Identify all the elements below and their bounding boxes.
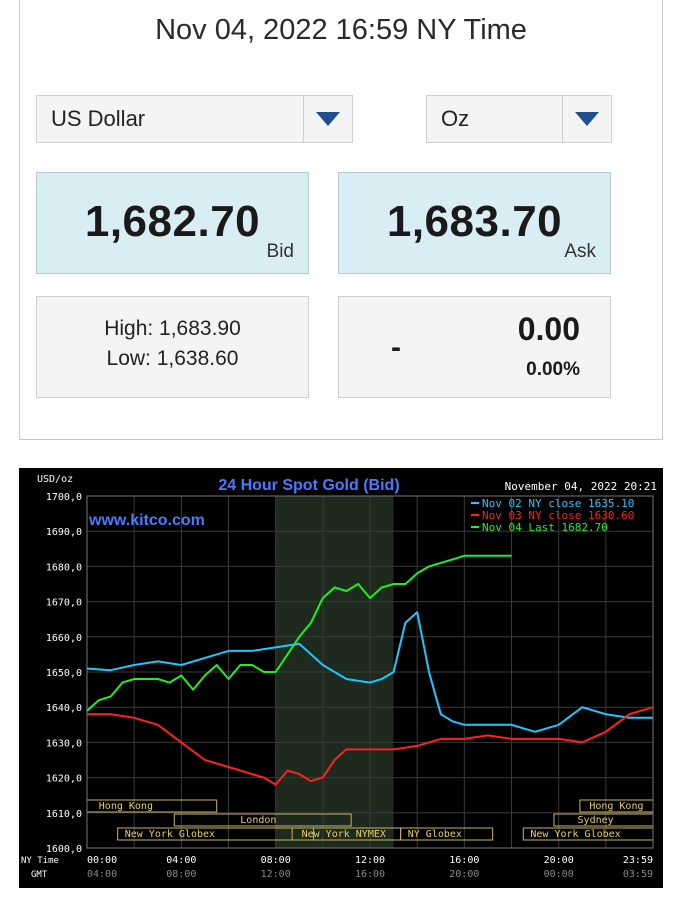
y-tick-label: 1700,0 (46, 492, 82, 503)
ask-label: Ask (564, 241, 596, 262)
ask-price: 1,683.70 (386, 197, 563, 246)
gold-chart: 1700,0 1690,0 1680,0 1670,0 1660,0 1650,0 1640… (19, 468, 663, 888)
high-value: High: 1,683.90 (104, 317, 241, 340)
ask-price-box: 1,683.70 Ask (338, 172, 611, 274)
quote-datetime: Nov 04, 2022 16:59 NY Time (155, 14, 527, 46)
y-tick-label: 1660,0 (46, 633, 82, 644)
session-label: New York NYMEX (302, 829, 386, 840)
currency-select[interactable]: US Dollar (36, 95, 353, 143)
currency-select-value: US Dollar (51, 106, 146, 131)
chevron-down-icon (575, 112, 599, 126)
x-tick-label-ny: 12:00 (355, 855, 385, 866)
x-tick-label-ny: 20:00 (544, 855, 574, 866)
bid-label: Bid (266, 241, 294, 262)
y-tick-label: 1690,0 (46, 527, 82, 538)
change-percent: 0.00% (526, 359, 580, 380)
currency-dropdown-button[interactable] (303, 96, 352, 142)
chevron-down-icon (316, 112, 340, 126)
x-tick-label-ny: 04:00 (166, 855, 196, 866)
x-tick-label-gmt: 04:00 (87, 869, 117, 880)
change-value: 0.00 (517, 311, 580, 347)
session-label: NY Globex (408, 829, 462, 840)
bid-price-box: 1,682.70 Bid (36, 172, 309, 274)
y-tick-label: 1670,0 (46, 598, 82, 609)
x-row-label-ny: NY Time (21, 856, 59, 866)
low-value: Low: 1,638.60 (106, 347, 239, 370)
x-tick-label-gmt: 08:00 (166, 869, 196, 880)
unit-select[interactable]: Oz (426, 95, 612, 143)
session-label: Hong Kong (99, 801, 153, 812)
y-tick-label: 1680,0 (46, 562, 82, 573)
x-tick-label-ny: 00:00 (87, 855, 117, 866)
unit-label: USD/oz (37, 474, 73, 485)
y-tick-label: 1600,0 (46, 844, 82, 855)
x-row-label-gmt: GMT (31, 870, 48, 880)
x-tick-label-gmt: 16:00 (355, 869, 385, 880)
change-box: - 0.00 0.00% (338, 296, 611, 398)
session-bar (173, 813, 352, 827)
y-tick-label: 1610,0 (46, 809, 82, 820)
session-label: London (240, 815, 276, 826)
series-line (86, 611, 653, 733)
x-tick-label-ny: 16:00 (449, 855, 479, 866)
x-tick-label-gmt: 20:00 (449, 869, 479, 880)
high-low-box: High: 1,683.90 Low: 1,638.60 (36, 296, 309, 398)
bid-price: 1,682.70 (84, 197, 261, 246)
session-bar (117, 827, 314, 841)
y-tick-label: 1640,0 (46, 703, 82, 714)
session-label: Hong Kong (589, 801, 643, 812)
legend-entry: Nov 04 Last 1682.70 (482, 521, 608, 534)
change-indicator: - (391, 331, 401, 364)
series-line (87, 706, 654, 786)
chart-title: 24 Hour Spot Gold (Bid) (218, 477, 399, 494)
x-tick-label-gmt: 00:00 (544, 869, 574, 880)
x-tick-label-gmt: 03:59 (623, 869, 653, 880)
x-tick-label-gmt: 12:00 (261, 869, 291, 880)
session-label: New York Globex (125, 829, 215, 840)
legend-entry: Nov 02 NY close 1635.10 (482, 497, 634, 510)
session-label: New York Globex (530, 829, 620, 840)
x-tick-label-ny: 23:59 (623, 855, 653, 866)
session-bar (400, 827, 494, 841)
gold-chart-svg: 1700,0 1690,0 1680,0 1670,0 1660,0 1650,0 1640… (21, 474, 657, 880)
x-tick-label-ny: 08:00 (261, 855, 291, 866)
series-line (86, 554, 512, 712)
chart-timestamp: November 04, 2022 20:21 (505, 480, 657, 493)
session-label: Sydney (578, 815, 614, 826)
legend-entry: Nov 03 NY close 1630.60 (482, 509, 634, 522)
y-tick-label: 1630,0 (46, 738, 82, 749)
unit-select-value: Oz (441, 106, 470, 131)
y-tick-label: 1620,0 (46, 774, 82, 785)
chart-watermark: www.kitco.com (88, 512, 205, 529)
plot-border (86, 495, 654, 849)
y-tick-label: 1650,0 (46, 668, 82, 679)
unit-dropdown-button[interactable] (562, 96, 611, 142)
